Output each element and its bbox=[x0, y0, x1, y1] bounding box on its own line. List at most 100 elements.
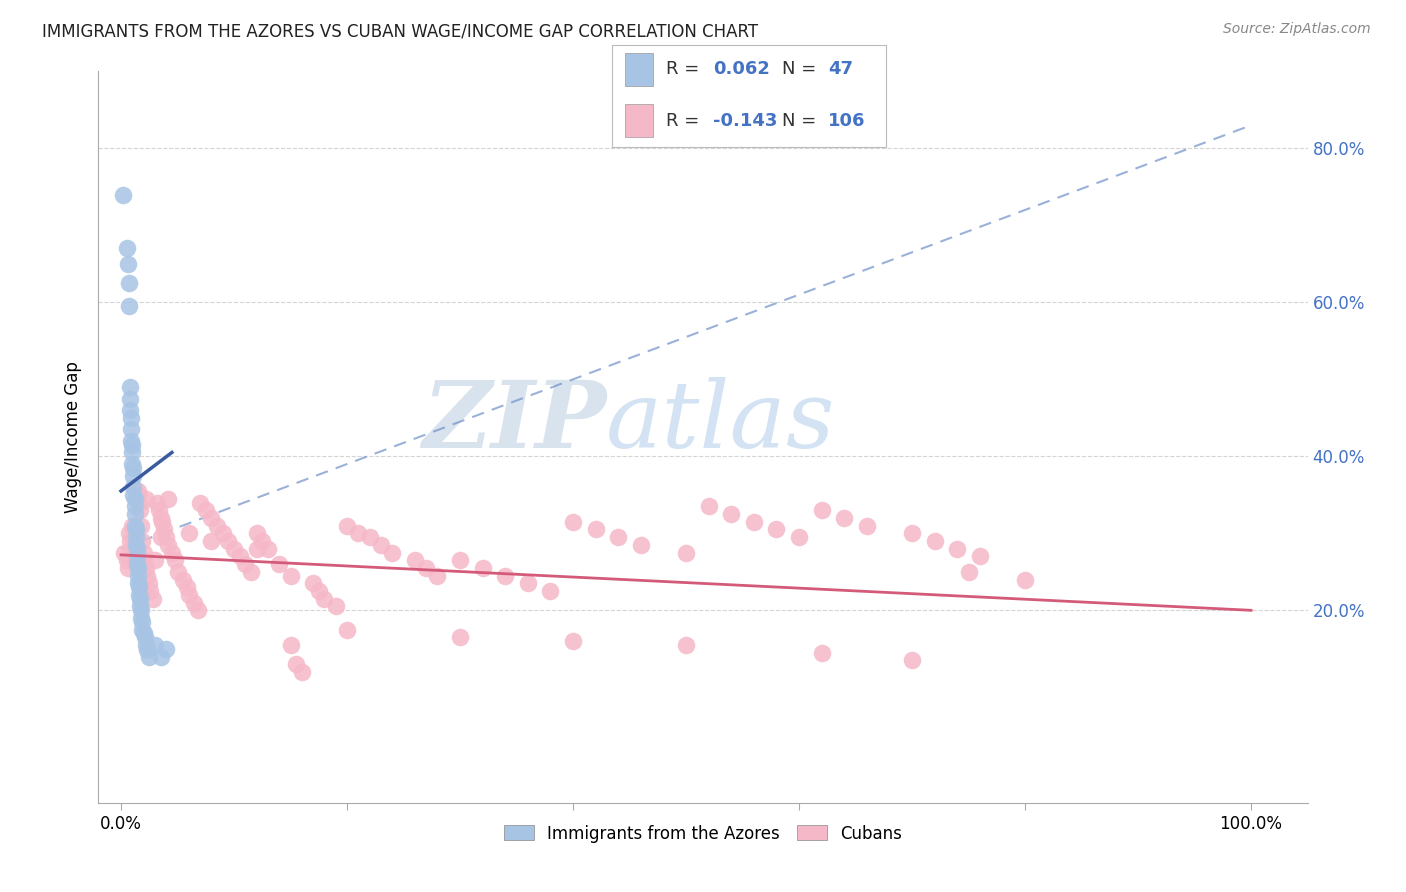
FancyBboxPatch shape bbox=[626, 53, 652, 86]
Point bbox=[832, 511, 855, 525]
Point bbox=[856, 518, 879, 533]
Point bbox=[136, 643, 159, 657]
Point bbox=[957, 565, 980, 579]
Point bbox=[132, 626, 155, 640]
Point bbox=[124, 526, 146, 541]
Point bbox=[269, 557, 291, 571]
Point bbox=[117, 257, 139, 271]
Point bbox=[471, 561, 494, 575]
Point bbox=[121, 457, 143, 471]
Point bbox=[125, 549, 148, 564]
Point bbox=[160, 545, 183, 559]
Point bbox=[120, 534, 142, 549]
Point bbox=[381, 545, 404, 559]
Point bbox=[131, 534, 153, 549]
Point bbox=[969, 549, 991, 564]
Point bbox=[148, 503, 170, 517]
Point bbox=[285, 657, 308, 672]
Point bbox=[120, 403, 142, 417]
Point bbox=[122, 461, 145, 475]
Point bbox=[131, 611, 153, 625]
Point bbox=[122, 488, 145, 502]
Text: IMMIGRANTS FROM THE AZORES VS CUBAN WAGE/INCOME GAP CORRELATION CHART: IMMIGRANTS FROM THE AZORES VS CUBAN WAGE… bbox=[42, 22, 758, 40]
Text: 47: 47 bbox=[828, 61, 853, 78]
Point bbox=[153, 523, 176, 537]
Point bbox=[166, 565, 188, 579]
Point bbox=[336, 623, 359, 637]
Point bbox=[122, 553, 145, 567]
Point bbox=[134, 630, 156, 644]
Point bbox=[124, 507, 146, 521]
Point bbox=[157, 538, 180, 552]
Point bbox=[494, 568, 516, 582]
Point bbox=[122, 468, 145, 483]
Point bbox=[347, 526, 370, 541]
Point bbox=[177, 526, 200, 541]
Text: N =: N = bbox=[782, 61, 821, 78]
Point bbox=[188, 495, 211, 509]
Point bbox=[246, 541, 269, 556]
Point bbox=[129, 503, 152, 517]
Point bbox=[127, 576, 149, 591]
Point bbox=[280, 638, 302, 652]
Point bbox=[222, 541, 245, 556]
Point bbox=[136, 568, 159, 582]
Point bbox=[538, 584, 561, 599]
Point bbox=[112, 545, 135, 559]
Point bbox=[325, 599, 347, 614]
Point bbox=[132, 545, 155, 559]
Point bbox=[217, 534, 239, 549]
Point bbox=[211, 526, 233, 541]
Point bbox=[359, 530, 381, 544]
Point bbox=[336, 518, 359, 533]
Point bbox=[314, 591, 336, 606]
Point bbox=[172, 573, 194, 587]
Point bbox=[121, 438, 143, 452]
Point bbox=[125, 557, 148, 571]
Point bbox=[146, 495, 169, 509]
Point bbox=[155, 641, 177, 656]
Point bbox=[127, 561, 149, 575]
Point bbox=[121, 518, 143, 533]
Point bbox=[675, 545, 697, 559]
Point bbox=[308, 584, 330, 599]
Point bbox=[449, 630, 471, 644]
Point bbox=[630, 538, 652, 552]
Point bbox=[135, 638, 157, 652]
Point bbox=[138, 649, 160, 664]
Point bbox=[128, 495, 150, 509]
Point bbox=[901, 526, 924, 541]
Point bbox=[120, 410, 142, 425]
Point bbox=[252, 534, 274, 549]
Point bbox=[810, 646, 832, 660]
Point bbox=[142, 591, 165, 606]
Point bbox=[291, 665, 314, 679]
Point bbox=[125, 538, 148, 552]
Point bbox=[149, 511, 172, 525]
Point bbox=[124, 500, 146, 514]
Point bbox=[112, 187, 135, 202]
Point bbox=[120, 380, 142, 394]
Point bbox=[149, 530, 172, 544]
Point bbox=[125, 523, 148, 537]
Point bbox=[143, 638, 166, 652]
Point bbox=[697, 500, 720, 514]
Point bbox=[143, 553, 166, 567]
Point bbox=[187, 603, 209, 617]
Point bbox=[176, 580, 198, 594]
Point bbox=[135, 491, 157, 506]
Point bbox=[118, 526, 141, 541]
Point bbox=[194, 503, 217, 517]
Point bbox=[607, 530, 630, 544]
Point bbox=[516, 576, 538, 591]
Point bbox=[118, 276, 141, 290]
Point bbox=[138, 576, 160, 591]
Point bbox=[120, 422, 142, 436]
Point bbox=[765, 523, 787, 537]
Point bbox=[257, 541, 280, 556]
Point bbox=[124, 518, 146, 533]
Point bbox=[585, 523, 607, 537]
Point bbox=[150, 515, 173, 529]
Text: 106: 106 bbox=[828, 112, 866, 129]
Text: ZIP: ZIP bbox=[422, 377, 606, 467]
